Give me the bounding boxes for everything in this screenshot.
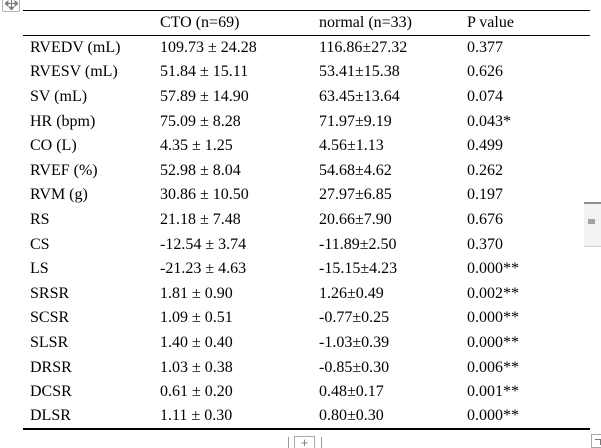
table-row: RVM (g) 30.86 ± 10.50 27.97±6.85 0.197 — [23, 183, 590, 208]
normal-value-cell[interactable]: 54.68±4.62 — [319, 161, 392, 179]
row-label-cell[interactable]: RVESV (mL) — [30, 63, 118, 81]
p-value-cell[interactable]: 0.043* — [467, 112, 511, 130]
p-value-cell[interactable]: 0.000** — [467, 407, 519, 425]
p-value-cell[interactable]: 0.006** — [467, 358, 519, 376]
cto-value-cell[interactable]: 1.40 ± 0.40 — [160, 333, 233, 351]
cto-value-cell[interactable]: 51.84 ± 15.11 — [160, 63, 249, 81]
p-value-cell[interactable]: 0.370 — [467, 235, 503, 253]
normal-value-cell[interactable]: 71.97±9.19 — [319, 112, 392, 130]
column-header-empty[interactable] — [23, 11, 160, 36]
normal-value-cell[interactable]: -15.15±4.23 — [319, 260, 398, 278]
row-label-cell[interactable]: HR (bpm) — [30, 112, 96, 130]
cto-value-cell[interactable]: -12.54 ± 3.74 — [160, 235, 247, 253]
table-row: LS -21.23 ± 4.63 -15.15±4.23 0.000** — [23, 257, 590, 282]
p-value-cell[interactable]: 0.377 — [467, 39, 503, 57]
table-row: SLSR 1.40 ± 0.40 -1.03±0.39 0.000** — [23, 331, 590, 356]
table-row: RVEDV (mL) 109.73 ± 24.28 116.86±27.32 0… — [23, 36, 590, 61]
table-row: CS -12.54 ± 3.74 -11.89±2.50 0.370 — [23, 232, 590, 257]
p-value-cell[interactable]: 0.001** — [467, 383, 519, 401]
insert-tick-left — [288, 437, 289, 448]
p-value-cell[interactable]: 0.197 — [467, 186, 503, 204]
table-row: HR (bpm) 75.09 ± 8.28 71.97±9.19 0.043* — [23, 109, 590, 134]
normal-value-cell[interactable]: -11.89±2.50 — [319, 235, 397, 253]
normal-value-cell[interactable]: 27.97±6.85 — [319, 186, 392, 204]
row-label-cell[interactable]: RVM (g) — [30, 186, 88, 204]
row-label-cell[interactable]: RVEDV (mL) — [30, 39, 121, 57]
p-value-cell[interactable]: 0.000** — [467, 260, 519, 278]
column-header-pvalue[interactable]: P value — [467, 14, 514, 31]
table-move-handle[interactable] — [2, 0, 20, 12]
p-value-cell[interactable]: 0.002** — [467, 284, 519, 302]
p-value-cell[interactable]: 0.000** — [467, 333, 519, 351]
statistics-table: CTO (n=69) normal (n=33) P value RVEDV (… — [23, 10, 590, 430]
p-value-cell[interactable]: 0.626 — [467, 63, 503, 81]
cto-value-cell[interactable]: 21.18 ± 7.48 — [160, 210, 241, 228]
insert-button[interactable]: + — [294, 436, 315, 448]
table-row: DCSR 0.61 ± 0.20 0.48±0.17 0.001** — [23, 380, 590, 405]
normal-value-cell[interactable]: 116.86±27.32 — [319, 39, 408, 57]
row-label-cell[interactable]: SLSR — [30, 333, 69, 351]
p-value-cell[interactable]: 0.000** — [467, 309, 519, 327]
p-value-cell[interactable]: 0.676 — [467, 210, 503, 228]
normal-value-cell[interactable]: 53.41±15.38 — [319, 63, 400, 81]
column-header-normal[interactable]: normal (n=33) — [319, 14, 412, 31]
p-value-cell[interactable]: 0.499 — [467, 137, 503, 155]
row-label-cell[interactable]: SCSR — [30, 309, 70, 327]
row-label-cell[interactable]: CO (L) — [30, 137, 77, 155]
cto-value-cell[interactable]: 1.11 ± 0.30 — [160, 407, 233, 425]
normal-value-cell[interactable]: 0.80±0.30 — [319, 407, 384, 425]
normal-value-cell[interactable]: -1.03±0.39 — [319, 333, 390, 351]
normal-value-cell[interactable]: -0.77±0.25 — [319, 309, 390, 327]
table-row: DLSR 1.11 ± 0.30 0.80±0.30 0.000** — [23, 404, 590, 429]
table-row: DRSR 1.03 ± 0.38 -0.85±0.30 0.006** — [23, 355, 590, 380]
cto-value-cell[interactable]: 1.81 ± 0.90 — [160, 284, 233, 302]
row-label-cell[interactable]: LS — [30, 260, 49, 278]
table-body: RVEDV (mL) 109.73 ± 24.28 116.86±27.32 0… — [23, 36, 590, 430]
normal-value-cell[interactable]: 20.66±7.90 — [319, 210, 392, 228]
row-label-cell[interactable]: DRSR — [30, 358, 72, 376]
plus-icon: + — [300, 435, 309, 448]
table-resize-handle[interactable] — [591, 434, 601, 448]
normal-value-cell[interactable]: 0.48±0.17 — [319, 383, 384, 401]
table-row: SV (mL) 57.89 ± 14.90 63.45±13.64 0.074 — [23, 85, 590, 110]
normal-value-cell[interactable]: -0.85±0.30 — [319, 358, 390, 376]
table-row: CO (L) 4.35 ± 1.25 4.56±1.13 0.499 — [23, 134, 590, 159]
cto-value-cell[interactable]: 30.86 ± 10.50 — [160, 186, 249, 204]
small-square-icon — [595, 439, 601, 445]
table-row: RVEF (%) 52.98 ± 8.04 54.68±4.62 0.262 — [23, 158, 590, 183]
row-label-cell[interactable]: RVEF (%) — [30, 161, 98, 179]
table-row: SCSR 1.09 ± 0.51 -0.77±0.25 0.000** — [23, 306, 590, 331]
cto-value-cell[interactable]: 4.35 ± 1.25 — [160, 137, 233, 155]
header-row: CTO (n=69) normal (n=33) P value — [23, 11, 590, 36]
row-label-cell[interactable]: DCSR — [30, 383, 72, 401]
row-label-cell[interactable]: CS — [30, 235, 50, 253]
vertical-scrollbar-thumb[interactable] — [584, 202, 601, 247]
cto-value-cell[interactable]: 1.03 ± 0.38 — [160, 358, 233, 376]
row-label-cell[interactable]: DLSR — [30, 407, 71, 425]
cto-value-cell[interactable]: -21.23 ± 4.63 — [160, 260, 247, 278]
normal-value-cell[interactable]: 1.26±0.49 — [319, 284, 384, 302]
table-row: RS 21.18 ± 7.48 20.66±7.90 0.676 — [23, 208, 590, 233]
normal-value-cell[interactable]: 63.45±13.64 — [319, 87, 400, 105]
cto-value-cell[interactable]: 57.89 ± 14.90 — [160, 87, 249, 105]
row-label-cell[interactable]: RS — [30, 210, 50, 228]
normal-value-cell[interactable]: 4.56±1.13 — [319, 137, 384, 155]
cto-value-cell[interactable]: 0.61 ± 0.20 — [160, 383, 233, 401]
p-value-cell[interactable]: 0.262 — [467, 161, 503, 179]
table-row: RVESV (mL) 51.84 ± 15.11 53.41±15.38 0.6… — [23, 60, 590, 85]
insert-tick-right — [321, 437, 322, 448]
row-label-cell[interactable]: SRSR — [30, 284, 70, 302]
cto-value-cell[interactable]: 1.09 ± 0.51 — [160, 309, 233, 327]
cto-value-cell[interactable]: 109.73 ± 24.28 — [160, 39, 257, 57]
cto-value-cell[interactable]: 52.98 ± 8.04 — [160, 161, 241, 179]
p-value-cell[interactable]: 0.074 — [467, 87, 503, 105]
four-direction-arrows-icon — [4, 0, 18, 11]
table-row: SRSR 1.81 ± 0.90 1.26±0.49 0.002** — [23, 281, 590, 306]
column-header-cto[interactable]: CTO (n=69) — [160, 14, 240, 31]
scrollbar-grip-icon — [588, 219, 595, 224]
cto-value-cell[interactable]: 75.09 ± 8.28 — [160, 112, 241, 130]
row-label-cell[interactable]: SV (mL) — [30, 87, 88, 105]
